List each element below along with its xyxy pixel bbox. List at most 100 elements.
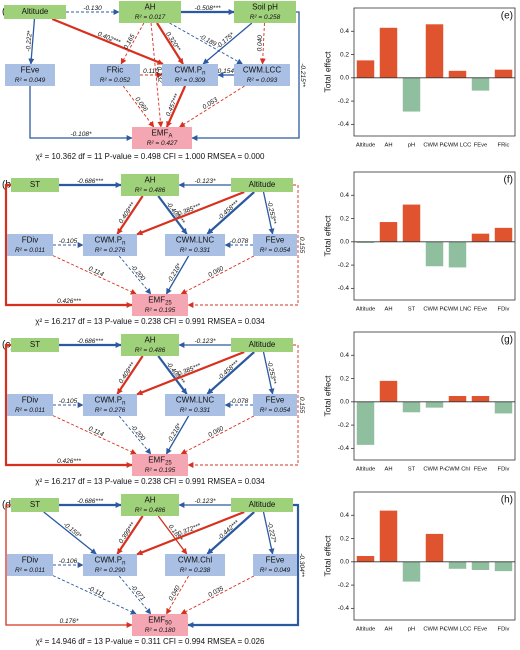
bar [494, 561, 513, 572]
node-r2: R² = 0.054 [260, 247, 291, 254]
x-tick-label: CWM LNC [444, 307, 472, 313]
node-box [4, 5, 66, 19]
bar [425, 533, 444, 562]
node-box [132, 127, 192, 149]
node-box [165, 394, 225, 416]
panel-label: (e) [501, 11, 513, 22]
node-label: ST [30, 340, 40, 349]
bar [425, 241, 444, 267]
node-r2: R² = 0.011 [15, 567, 45, 574]
node-text: Altitude [249, 180, 276, 189]
node-box [234, 1, 296, 23]
bar [471, 561, 490, 570]
bar [425, 401, 444, 408]
y-tick-label: -0.2 [338, 582, 350, 589]
node-label: AH [144, 496, 155, 505]
bar [448, 70, 467, 78]
x-tick-label: FDiv [498, 467, 510, 473]
x-tick-label: ST [408, 307, 416, 313]
bar [471, 233, 490, 242]
node-text: Altitude [249, 340, 276, 349]
path-arrow [5, 504, 133, 628]
x-tick-label: FEve [474, 143, 488, 149]
panel-label: (h) [501, 495, 513, 506]
node-text: 25 [165, 460, 172, 466]
node-r2: R² = 0.017 [135, 14, 166, 21]
path-arrow [52, 255, 137, 295]
path-arrow [187, 503, 300, 628]
path-arrow [262, 191, 275, 235]
node-label: AH [144, 336, 155, 345]
node-text: 25 [165, 300, 172, 306]
path-coefficient: -0.078 [230, 238, 249, 245]
x-tick-label: FDiv [498, 307, 510, 313]
node-text: FDiv [22, 396, 38, 405]
bar [494, 401, 513, 414]
path-coefficient: 0.060 [207, 425, 225, 439]
path-coefficient: -0.253** [265, 200, 277, 225]
path-coefficient: 0.155 [298, 237, 305, 254]
node-label: CWM.Pn [175, 66, 206, 76]
bar [402, 204, 421, 242]
x-tick-label: FRic [498, 143, 510, 149]
path-arrow [43, 511, 97, 555]
node-text: CWM.LCC [243, 66, 281, 75]
node-text: CWM.P [95, 236, 123, 245]
y-tick-label: 0.2 [340, 51, 349, 58]
node-label: Altitude [249, 340, 276, 349]
path-coefficient: -0.508*** [194, 5, 220, 12]
node-text: CWM.P [95, 396, 123, 405]
path-coefficient: -0.686*** [77, 338, 103, 345]
node-text: ST [30, 180, 40, 189]
node-label: CWM.Pn [95, 556, 126, 566]
path-arrow [157, 195, 188, 235]
node-label: Altitude [249, 180, 276, 189]
path-coefficient: 0.060 [207, 265, 225, 279]
panel-label: (g) [501, 335, 513, 346]
node-box [132, 454, 188, 476]
path-coefficient: -0.123* [195, 498, 216, 505]
x-tick-label: FEve [474, 307, 488, 313]
node-text: n [122, 560, 125, 566]
node-text: CWM.LNC [176, 236, 214, 245]
path-coefficient: -0.227* [266, 521, 277, 543]
node-text: Altitude [249, 500, 276, 509]
path-coefficient: 0.409*** [118, 201, 137, 225]
node-text: n [122, 400, 125, 406]
path-arrow [4, 343, 133, 468]
node-label: EMF25 [148, 456, 172, 466]
path-arrow [156, 22, 184, 65]
node-text: Soil pH [252, 3, 278, 12]
x-tick-label: Altitude [356, 627, 375, 633]
path-coefficient: 0.402*** [96, 31, 121, 47]
node-text: EMF [148, 616, 165, 625]
x-tick-label: pH [408, 627, 415, 633]
path-coefficient: 0.372*** [177, 522, 202, 537]
x-tick-label: CWM Pₙ [423, 627, 446, 633]
path-arrow [166, 575, 189, 615]
node-text: Altitude [22, 7, 49, 16]
node-box [83, 234, 137, 256]
path-arrow [262, 511, 275, 555]
y-tick-label: 0.4 [340, 28, 349, 35]
node-label: CWM.LCC [243, 66, 281, 75]
node-label: FEve [266, 556, 285, 565]
y-tick-label: 0.2 [340, 215, 349, 222]
bar [448, 396, 467, 402]
y-tick-label: -0.2 [338, 98, 350, 105]
path-arrow [202, 22, 253, 65]
node-text: n [122, 240, 125, 246]
path-arrow [29, 86, 133, 141]
bar [379, 510, 398, 562]
y-tick-label: -0.4 [338, 445, 350, 452]
path-coefficient: 0.409*** [118, 361, 137, 385]
node-text: FEve [266, 236, 285, 245]
path-arrow [118, 575, 152, 615]
path-arrow [187, 344, 299, 468]
node-text: AH [144, 496, 155, 505]
node-text: A [168, 133, 172, 139]
node-label: FDiv [22, 236, 38, 245]
y-tick-label: -0.4 [338, 285, 350, 292]
node-r2: R² = 0.049 [260, 567, 291, 574]
y-tick-label: 0.0 [340, 75, 349, 82]
